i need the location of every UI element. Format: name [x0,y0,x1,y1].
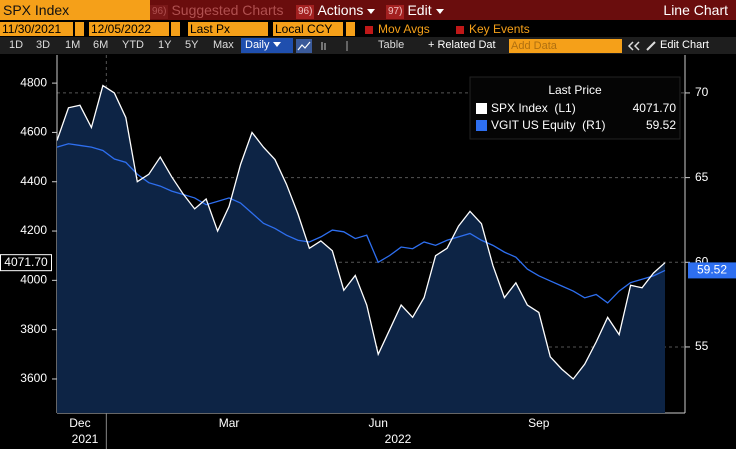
option-label[interactable]: Mov Avgs [378,22,430,36]
legend-value: 59.52 [646,118,676,132]
period-bar: 1D 3D 1M 6M YTD 1Y 5Y Max Daily Table + … [0,37,736,54]
y2-tick-label: 55 [695,339,709,353]
dropdown-arrow [273,42,282,47]
menu-edit[interactable]: 97) Edit [386,0,444,20]
series-line [56,143,666,304]
collapse-icon[interactable] [627,41,641,51]
legend-label: VGIT US Equity (R1) [491,118,605,132]
y-tick-label: 4800 [20,75,47,89]
pencil-icon [646,41,656,51]
currency-select[interactable]: Local CCY [273,22,343,36]
start-date[interactable]: 11/30/2021 [0,22,73,36]
area-fill [57,85,665,413]
chevron [633,41,640,51]
view-name: Line Chart [663,2,728,18]
period-button[interactable]: 3D [36,39,51,51]
chevron [627,41,634,51]
checkbox[interactable] [456,26,464,34]
legend-value: 4071.70 [633,101,677,115]
y-tick-label: 3800 [20,322,47,336]
add-data-input[interactable]: Add Data [509,39,622,53]
y-tick-label: 4600 [20,125,47,139]
last-value-label: 59.52 [697,263,727,277]
security-field[interactable]: SPX Index [0,0,150,20]
y-tick-label: 4400 [20,174,47,188]
frequency-select[interactable]: Daily [241,38,293,53]
date-picker[interactable] [75,22,84,36]
menu-code: 96) [296,5,315,19]
table-button[interactable]: Table [378,39,405,51]
dropdown-arrow [367,9,376,14]
y2-tick-label: 70 [695,85,709,99]
menu-label: Suggested Charts [171,2,284,18]
chart-style-icons[interactable] [296,39,356,53]
legend-box [469,76,681,140]
related-data[interactable]: + Related Dat [428,39,496,51]
y-tick-label: 4000 [20,273,47,287]
period-button[interactable]: 1Y [158,39,172,51]
legend-label: SPX Index (L1) [491,101,576,115]
period-button[interactable]: YTD [122,39,144,51]
menu-actions[interactable]: 96) Actions [296,0,376,20]
checkbox[interactable] [365,26,373,34]
currency-dropdown[interactable] [346,22,355,36]
period-button[interactable]: 1M [65,39,81,51]
period-button[interactable]: 5Y [185,39,199,51]
period-button[interactable]: 1D [9,39,24,51]
icon-bg [296,39,312,53]
menu-label: Actions [317,2,364,18]
field-select[interactable]: Last Px [188,22,268,36]
menu-code: 97) [386,5,405,19]
legend-swatch [476,103,487,114]
legend-title: Last Price [548,83,602,97]
y-tick-label: 3600 [20,371,47,385]
date-picker[interactable] [171,22,180,36]
pencil [646,41,656,51]
year-label: 2022 [385,432,412,446]
settings-bar: 11/30/2021 12/05/2022 Last Px Local CCY … [0,20,736,37]
dropdown-arrow [435,9,444,14]
last-value-box [688,262,736,279]
end-date[interactable]: 12/05/2022 [89,22,169,36]
menu-label: Edit [407,2,432,18]
edit-chart[interactable]: Edit Chart [660,39,709,51]
y-tick-label: 4200 [20,223,47,237]
x-tick-label: Dec [69,416,90,430]
frequency-label: Daily [245,39,270,51]
year-label: 2021 [72,432,99,446]
legend-swatch [476,120,487,131]
menu-code: 96) [150,5,169,19]
last-value-box [0,254,52,272]
x-tick-label: Jun [369,416,388,430]
last-value-label: 4071.70 [4,255,48,269]
icon-line [297,41,311,51]
option-label[interactable]: Key Events [469,22,530,36]
title-bar: SPX Index 96) Suggested Charts 96) Actions… [0,0,736,20]
period-button[interactable]: 6M [93,39,109,51]
legend: Last Price SPX Index (L1) 4071.70 VGIT US E… [469,76,681,140]
menu-suggested[interactable]: 96) Suggested Charts [150,0,284,20]
x-tick-label: Sep [528,416,550,430]
y2-tick-label: 65 [695,170,709,184]
series-line [56,84,666,380]
period-button[interactable]: Max [213,39,234,51]
x-tick-label: Mar [219,416,240,430]
